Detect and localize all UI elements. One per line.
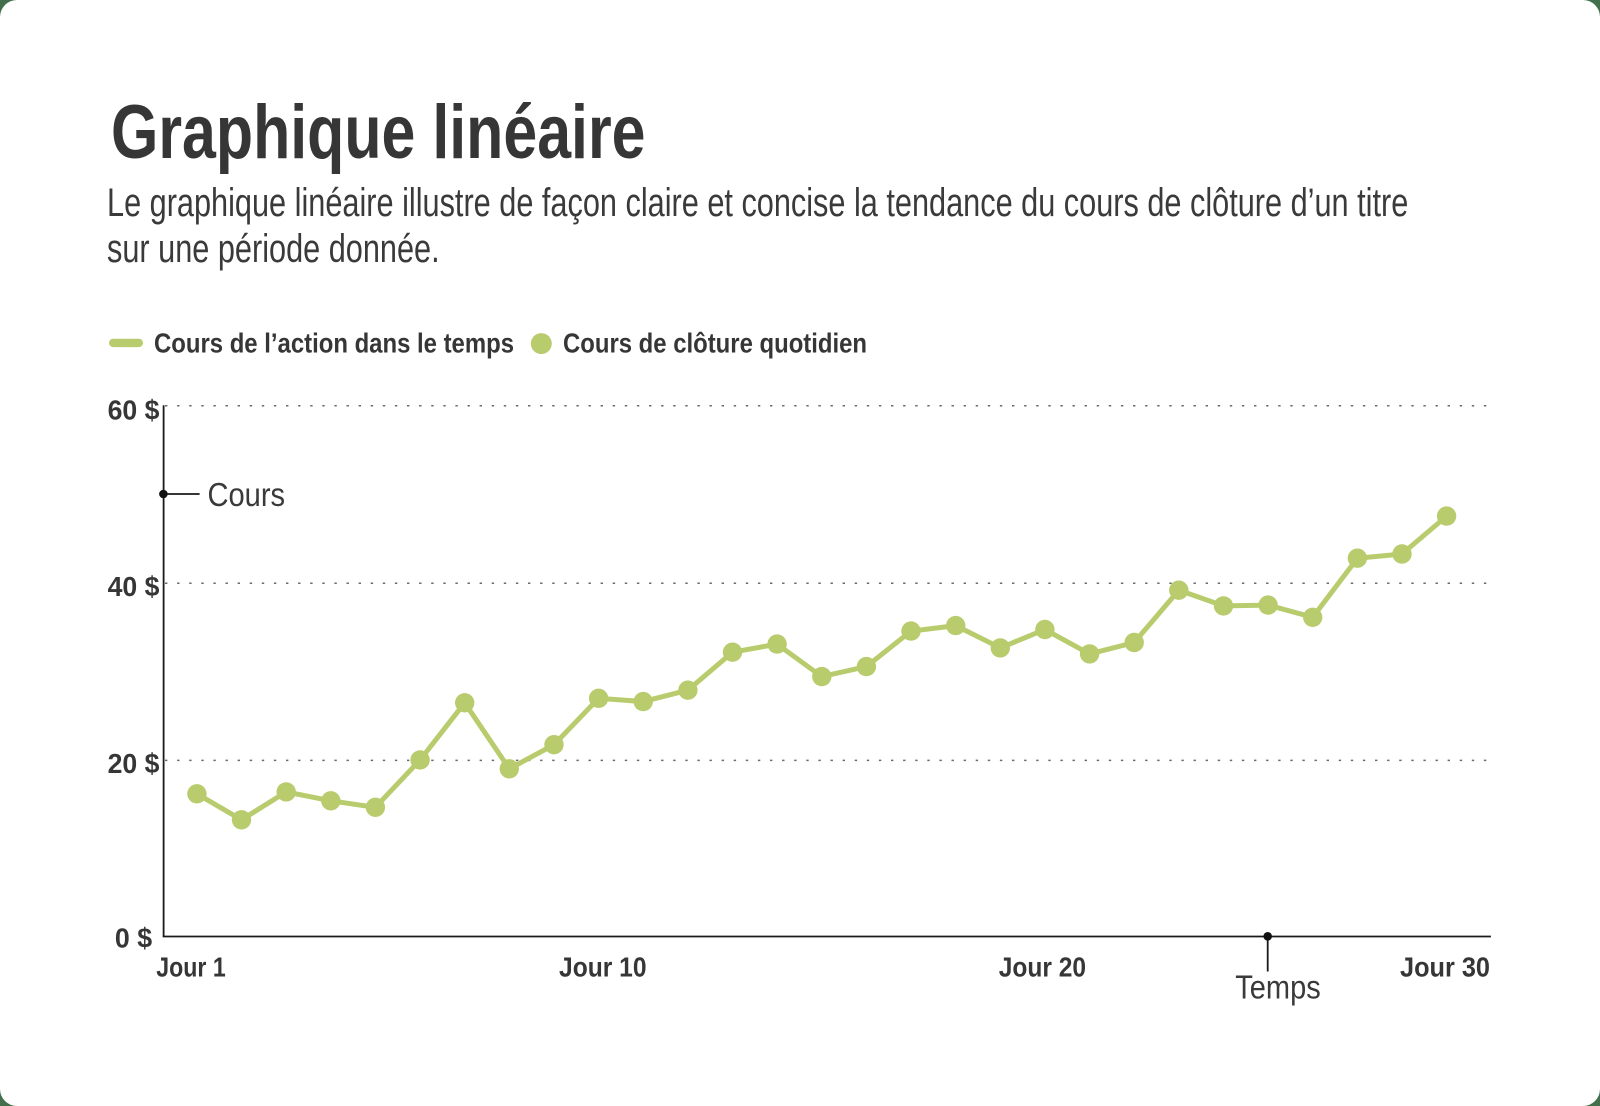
- svg-text:20 $: 20 $: [108, 748, 160, 779]
- svg-text:Cours: Cours: [208, 476, 286, 513]
- svg-text:Cours de clôture quotidien: Cours de clôture quotidien: [563, 327, 867, 358]
- svg-text:60 $: 60 $: [108, 395, 160, 426]
- svg-text:Jour 30: Jour 30: [1400, 952, 1490, 983]
- svg-text:Jour 10: Jour 10: [559, 952, 647, 983]
- svg-text:40 $: 40 $: [108, 571, 160, 602]
- svg-text:Cours de l’action dans le temp: Cours de l’action dans le temps: [154, 327, 514, 358]
- svg-text:0 $: 0 $: [115, 922, 153, 953]
- svg-text:Temps: Temps: [1235, 969, 1320, 1006]
- svg-text:Jour 20: Jour 20: [999, 952, 1086, 983]
- svg-text:Jour 1: Jour 1: [156, 952, 225, 983]
